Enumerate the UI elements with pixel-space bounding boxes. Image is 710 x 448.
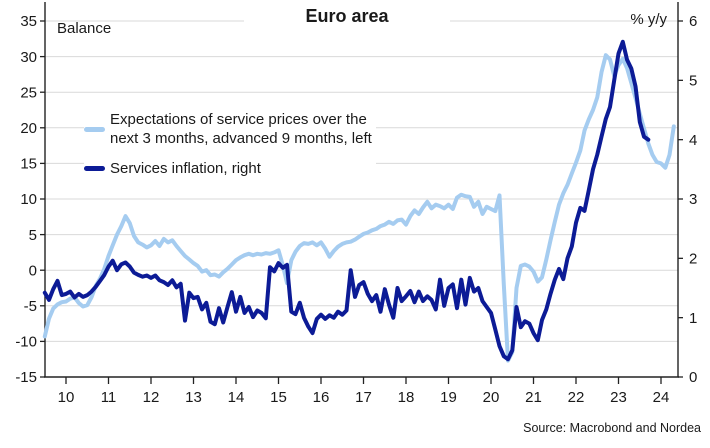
right-axis-tick-label: 2 (689, 251, 697, 268)
left-axis-tick-label: 35 (20, 13, 37, 30)
left-axis-tick-label: 30 (20, 49, 37, 66)
x-axis-tick-label: 16 (313, 389, 330, 406)
left-axis-tick-label: 10 (20, 191, 37, 208)
left-axis-tick-label: 20 (20, 120, 37, 137)
x-axis-tick-label: 20 (483, 389, 500, 406)
left-axis-tick-label: 5 (29, 227, 37, 244)
x-axis-tick-label: 14 (228, 389, 245, 406)
x-axis-tick-label: 17 (355, 389, 372, 406)
x-axis-tick-label: 21 (525, 389, 542, 406)
legend-label-line: Expectations of service prices over the (110, 111, 367, 128)
right-axis-tick-label: 4 (689, 132, 697, 149)
right-axis-tick-label: 3 (689, 191, 697, 208)
legend-item-expectations: Expectations of service prices over the … (84, 110, 372, 148)
right-axis-tick-label: 5 (689, 73, 697, 90)
left-axis-tick-label: -15 (15, 369, 37, 386)
x-axis-tick-label: 19 (440, 389, 457, 406)
x-axis-tick-label: 13 (185, 389, 202, 406)
expectations-line-swatch-icon (84, 126, 105, 132)
legend-item-label: Expectations of service prices over the … (110, 110, 372, 148)
left-axis-title: Balance (57, 20, 112, 37)
x-axis-tick-label: 15 (270, 389, 287, 406)
legend: Expectations of service prices over the … (84, 109, 376, 179)
right-axis-tick-label: 6 (689, 13, 697, 30)
legend-item-label: Services inflation, right (110, 160, 261, 177)
services-inflation-line-swatch-icon (84, 166, 105, 171)
x-axis-tick-label: 22 (568, 389, 585, 406)
x-axis-tick-label: 24 (653, 389, 670, 406)
right-axis-tick-label: 1 (689, 310, 697, 327)
x-axis-tick-label: 18 (398, 389, 415, 406)
left-axis-tick-label: -10 (15, 334, 37, 351)
left-axis-tick-label: 0 (29, 262, 37, 279)
x-axis-tick-label: 10 (58, 389, 75, 406)
legend-item-services-inflation: Services inflation, right (84, 159, 372, 178)
x-axis-tick-label: 12 (143, 389, 160, 406)
expectations-series-line (42, 53, 676, 363)
chart-title: Euro area (244, 6, 450, 27)
left-axis-tick-label: 15 (20, 156, 37, 173)
legend-label-line: next 3 months, advanced 9 months, left (110, 130, 372, 147)
services-inflation-series-line (42, 39, 651, 362)
right-axis-tick-label: 0 (689, 369, 697, 386)
left-axis-tick-label: 25 (20, 84, 37, 101)
source-note: Source: Macrobond and Nordea (523, 421, 701, 435)
right-axis-title: % y/y (630, 11, 667, 28)
left-axis-tick-label: -5 (24, 298, 37, 315)
x-axis-tick-label: 23 (610, 389, 627, 406)
x-axis-tick-label: 11 (101, 389, 117, 406)
